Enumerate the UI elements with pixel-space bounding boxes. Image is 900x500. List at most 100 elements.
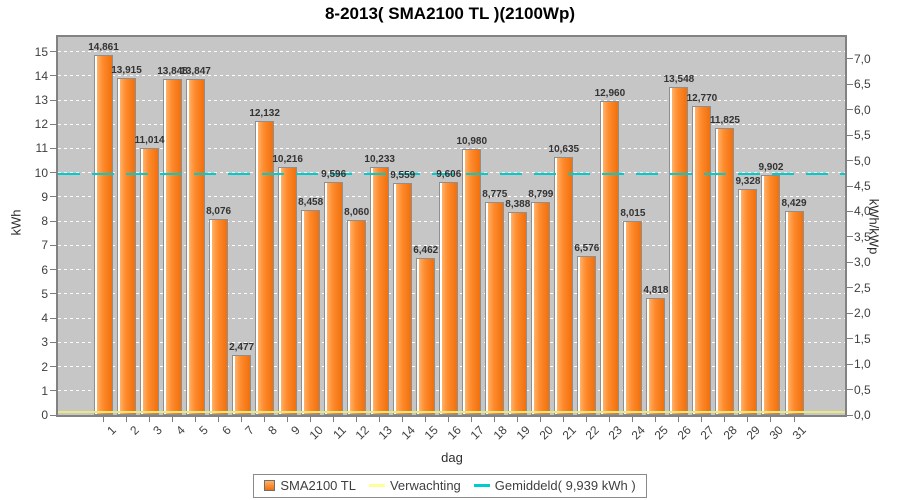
bar-day-17 [462, 148, 482, 415]
bar-day-18 [485, 202, 505, 415]
legend: SMA2100 TL Verwachting Gemiddeld( 9,939 … [253, 474, 647, 498]
x-tick-19 [517, 417, 519, 422]
bar-day-28 [715, 128, 735, 415]
bar-day-14 [393, 183, 413, 415]
bar-value-label-day-23: 12,960 [594, 87, 626, 99]
right-tick-label-10: 5,0 [854, 153, 871, 168]
bar-value-label-day-14: 9,559 [390, 170, 416, 182]
bar-day-27 [692, 105, 712, 415]
right-tick-label-0: 0,0 [854, 408, 871, 422]
right-tick-label-11: 5,5 [854, 128, 871, 143]
bar-value-label-day-25: 4,818 [643, 285, 669, 297]
left-tick-6 [50, 269, 56, 271]
bar-value-label-day-26: 13,548 [663, 73, 695, 85]
bar-series-swatch-icon [264, 480, 276, 491]
bar-value-label-day-3: 11,014 [134, 135, 165, 147]
bar-day-6 [209, 219, 229, 415]
right-tick-6 [847, 261, 853, 263]
legend-wrap: SMA2100 TL Verwachting Gemiddeld( 9,939 … [0, 474, 900, 498]
bar-day-29 [738, 188, 758, 415]
x-tick-21 [563, 417, 565, 422]
right-tick-0 [847, 414, 853, 416]
bar-day-9 [278, 167, 298, 415]
x-tick-6 [218, 417, 220, 422]
left-tick-label-11: 11 [35, 141, 48, 156]
bar-day-10 [301, 210, 321, 415]
bar-day-2 [117, 77, 137, 415]
bar-value-label-day-24: 8,015 [620, 207, 646, 219]
right-tick-11 [847, 134, 853, 136]
left-tick-label-0: 0 [41, 408, 48, 422]
average-line [58, 173, 845, 176]
bar-day-1 [94, 54, 113, 415]
bar-value-label-day-1: 14,861 [88, 41, 119, 53]
bar-day-31 [784, 210, 804, 415]
x-tick-18 [494, 417, 496, 422]
right-tick-label-5: 2,5 [854, 280, 871, 295]
bar-value-label-day-31: 8,429 [781, 197, 807, 209]
left-tick-label-15: 15 [34, 44, 48, 59]
bar-value-label-day-9: 10,216 [272, 154, 303, 166]
gridline-13 [58, 99, 845, 101]
right-axis-title: kWh/kWp [866, 198, 882, 255]
x-tick-16 [448, 417, 450, 422]
gridline-10 [58, 172, 845, 174]
right-tick-label-13: 6,5 [854, 77, 871, 92]
bar-value-label-day-30: 9,902 [758, 162, 784, 174]
bar-value-label-day-8: 12,132 [249, 108, 280, 120]
legend-label-series: SMA2100 TL [280, 478, 356, 493]
plot-area: 14,861 13,915 11,014 13,848 13,847 8,076 2,477… [56, 35, 847, 417]
left-tick-label-6: 6 [41, 262, 48, 277]
x-tick-23 [609, 417, 611, 422]
left-tick-1 [50, 390, 56, 392]
left-tick-2 [50, 366, 56, 368]
left-tick-label-14: 14 [34, 68, 48, 83]
bar-value-label-day-7: 2,477 [229, 341, 255, 353]
bar-value-label-day-28: 11,825 [709, 115, 740, 127]
left-tick-10 [50, 172, 56, 174]
left-tick-label-8: 8 [41, 214, 48, 229]
left-tick-label-7: 7 [41, 238, 48, 253]
left-tick-label-3: 3 [41, 335, 48, 350]
left-tick-label-1: 1 [41, 383, 48, 398]
bar-value-label-day-16: 9,606 [436, 169, 462, 181]
left-tick-label-5: 5 [41, 286, 48, 301]
x-tick-1 [103, 417, 104, 422]
right-tick-2 [847, 363, 853, 365]
left-tick-label-4: 4 [41, 311, 48, 326]
x-axis-title: dag [441, 450, 463, 465]
right-tick-label-14: 7,0 [854, 51, 871, 66]
bar-day-25 [646, 298, 666, 415]
x-tick-2 [126, 417, 128, 422]
right-tick-9 [847, 185, 853, 187]
right-tick-label-8: 4,0 [854, 204, 871, 219]
x-tick-28 [724, 417, 726, 422]
x-tick-12 [356, 417, 358, 422]
x-tick-4 [172, 417, 174, 422]
right-tick-5 [847, 287, 853, 289]
bar-value-label-day-17: 10,980 [456, 135, 488, 147]
bar-value-label-day-5: 13,847 [180, 66, 211, 78]
bar-value-label-day-4: 13,848 [157, 66, 188, 78]
left-tick-label-9: 9 [41, 189, 48, 204]
x-tick-27 [701, 417, 703, 422]
right-tick-14 [847, 58, 853, 60]
right-tick-12 [847, 109, 853, 111]
x-tick-24 [632, 417, 634, 422]
bar-day-21 [554, 157, 574, 415]
right-tick-4 [847, 312, 853, 314]
legend-label-gemiddeld: Gemiddeld( 9,939 kWh ) [494, 478, 636, 493]
bar-value-label-day-13: 10,233 [364, 154, 395, 166]
right-tick-label-3: 1,5 [854, 331, 871, 346]
gridline-11 [58, 147, 845, 149]
x-tick-29 [747, 417, 749, 422]
legend-item-verwachting: Verwachting [368, 478, 461, 493]
x-tick-8 [264, 417, 266, 422]
bar-value-label-day-21: 10,635 [548, 144, 580, 156]
x-tick-30 [770, 417, 772, 422]
bar-day-19 [508, 211, 528, 415]
x-tick-25 [655, 417, 657, 422]
x-tick-14 [402, 417, 404, 422]
bar-day-7 [232, 354, 252, 415]
